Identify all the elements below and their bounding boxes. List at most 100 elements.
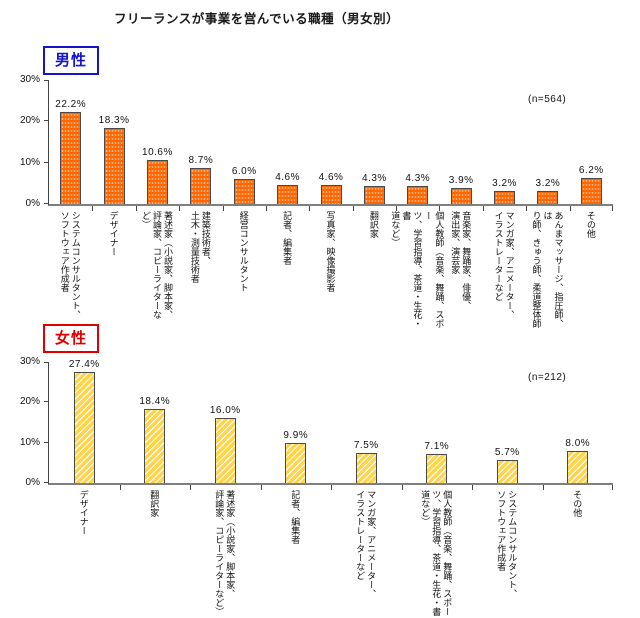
male-plot-area: 22.2% 18.3% 10.6% 8.7% 6.0% 4.6% 4.6% 4.3% 4.3% 3…: [44, 80, 613, 211]
bar-value-label: 22.2%: [55, 99, 87, 110]
category-label: 音楽家、舞踊家、俳優、 演出家、演芸家: [450, 211, 472, 310]
bar: [60, 112, 81, 204]
x-axis-tick: [223, 206, 224, 211]
bar-value-label: 6.2%: [578, 165, 604, 176]
category-slot: 翻訳家: [119, 490, 190, 616]
bar: [567, 451, 588, 483]
category-label: 個人教師（音楽、舞踊、スポー ツ、学習指導、茶道・生花・書 道など）: [420, 490, 453, 616]
category-slot: 写真家、映像撮影者: [308, 211, 351, 329]
x-axis-tick: [526, 206, 527, 211]
y-axis-tick-label: 30%: [19, 356, 40, 367]
y-axis-tick-label: 10%: [19, 157, 40, 168]
bar: [215, 418, 236, 483]
category-label: 著述家（小説家、脚本家、 評論家、コピーライターなど）: [140, 211, 173, 319]
x-axis-tick: [331, 485, 332, 490]
category-label: 写真家、映像撮影者: [325, 211, 336, 292]
category-label: 著述家（小説家、脚本家、 評論家、コピーライターなど）: [214, 490, 236, 616]
category-label: 翻訳家: [368, 211, 379, 238]
bar: [74, 372, 95, 483]
male-y-axis-labels: 30% 20% 10% 0%: [0, 74, 44, 209]
category-label: 個人教師（音楽、舞踊、スポー ツ、学習指導、茶道・生花・書 道など）: [390, 211, 445, 328]
y-axis-tick-label: 0%: [25, 477, 40, 488]
male-sample-size-label: (n=564): [528, 94, 567, 105]
bar-value-label: 27.4%: [68, 359, 100, 370]
category-slot: システムコンサルタント、 ソフトウェア作成者: [471, 490, 542, 616]
male-chart: 男性 (n=564) 30% 20% 10% 0% 22.2% 18.3% 10.6% 8.…: [0, 45, 640, 328]
category-slot: 記者、編集者: [265, 211, 308, 329]
y-axis-tick-label: 20%: [19, 115, 40, 126]
y-axis-tick: [44, 162, 49, 163]
bar: [234, 179, 255, 204]
bar: [494, 191, 515, 204]
female-gender-label: 女性: [55, 330, 88, 347]
y-axis-tick-label: 30%: [19, 74, 40, 85]
y-axis-tick-label: 10%: [19, 437, 40, 448]
male-gender-badge: 男性: [43, 46, 100, 75]
category-slot: 経営コンサルタント: [222, 211, 265, 329]
y-axis-tick-label: 20%: [19, 396, 40, 407]
category-label: システムコンサルタント、 ソフトウェア作成者: [59, 211, 81, 319]
bar-value-label: 9.9%: [283, 430, 309, 441]
category-label: マンガ家、アニメーター、 イラストレーターなど: [355, 490, 377, 598]
bar-value-label: 8.0%: [565, 438, 591, 449]
x-axis-tick: [612, 485, 613, 490]
x-axis-tick: [472, 485, 473, 490]
category-slot: 翻訳家: [352, 211, 395, 329]
bar: [537, 191, 558, 204]
category-slot: 著述家（小説家、脚本家、 評論家、コピーライターなど）: [189, 490, 260, 616]
category-slot: 個人教師（音楽、舞踊、スポー ツ、学習指導、茶道・生花・書 道など）: [390, 211, 444, 329]
bar-value-label: 4.3%: [405, 173, 431, 184]
bar-value-label: 4.3%: [361, 173, 387, 184]
category-label: その他: [585, 211, 596, 238]
category-label: 経営コンサルタント: [238, 211, 249, 292]
bar-value-label: 3.2%: [492, 178, 517, 189]
bar: [356, 453, 377, 483]
category-label: 記者、編集者: [282, 211, 293, 265]
bar: [364, 186, 385, 204]
bar-value-label: 5.7%: [494, 447, 520, 458]
bar: [285, 443, 306, 483]
bar-value-label: 4.6%: [275, 172, 301, 183]
y-axis-tick: [44, 442, 49, 443]
y-axis-tick: [44, 203, 49, 204]
bar: [277, 185, 298, 204]
category-slot: 個人教師（音楽、舞踊、スポー ツ、学習指導、茶道・生花・書 道など）: [401, 490, 472, 616]
y-axis-tick-label: 0%: [25, 198, 40, 209]
category-label: 翻訳家: [149, 490, 160, 517]
bar: [147, 160, 168, 204]
x-axis-tick: [612, 206, 613, 211]
x-axis-tick: [402, 485, 403, 490]
category-slot: あんまマッサージ、指圧師、は り師、きゅう師、柔道整体師: [525, 211, 568, 329]
category-label: あんまマッサージ、指圧師、は り師、きゅう師、柔道整体師: [531, 211, 564, 328]
x-axis-tick: [309, 206, 310, 211]
category-slot: 著述家（小説家、脚本家、 評論家、コピーライターなど）: [135, 211, 178, 329]
x-axis-tick: [190, 485, 191, 490]
y-axis-tick: [44, 401, 49, 402]
x-axis-tick: [92, 206, 93, 211]
bar-value-label: 18.4%: [139, 396, 171, 407]
bar: [144, 409, 165, 483]
x-axis-tick: [120, 485, 121, 490]
category-slot: マンガ家、アニメーター、 イラストレーターなど: [482, 211, 525, 329]
bar: [190, 168, 211, 204]
bar-value-label: 10.6%: [142, 147, 173, 158]
x-axis-tick: [179, 206, 180, 211]
bar-value-label: 4.6%: [318, 172, 344, 183]
x-axis-tick: [570, 206, 571, 211]
category-slot: 音楽家、舞踊家、俳優、 演出家、演芸家: [439, 211, 482, 329]
female-plot-area: 27.4% 18.4% 16.0% 9.9% 7.5% 7.1% 5.7% 8.0%: [44, 359, 613, 490]
category-slot: デザイナー: [48, 490, 119, 616]
category-label: デザイナー: [78, 490, 89, 535]
female-chart: 女性 (n=212) 30% 20% 10% 0% 27.4% 18.4% 16.0% 9.…: [0, 323, 640, 618]
x-axis-tick: [261, 485, 262, 490]
female-gender-badge: 女性: [43, 324, 100, 353]
bar: [426, 454, 447, 483]
x-axis-tick: [483, 206, 484, 211]
category-slot: 記者、編集者: [260, 490, 331, 616]
bar: [581, 178, 602, 204]
male-category-labels: システムコンサルタント、 ソフトウェア作成者 デザイナー 著述家（小説家、脚本家、 …: [48, 211, 612, 329]
category-label: システムコンサルタント、 ソフトウェア作成者: [496, 490, 518, 598]
bar-value-label: 6.0%: [231, 166, 257, 177]
category-slot: その他: [542, 490, 613, 616]
